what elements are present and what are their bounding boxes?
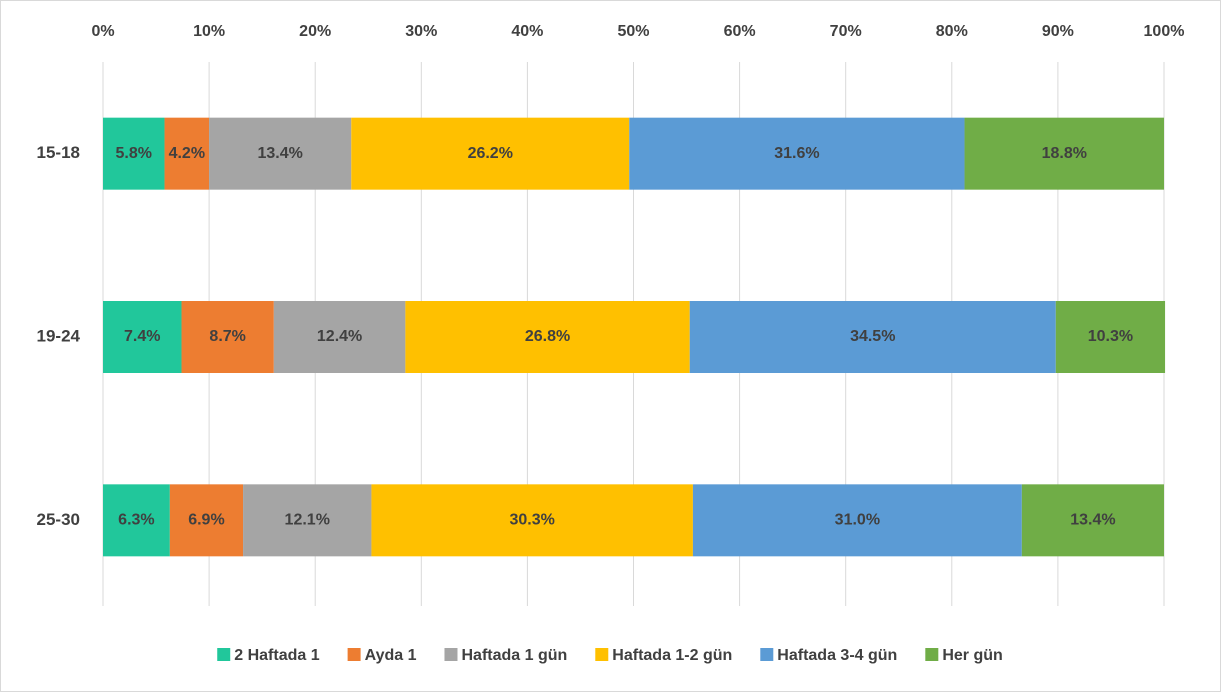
bar-segment — [964, 117, 1164, 190]
data-label: 26.2% — [468, 145, 513, 162]
legend-swatch — [925, 648, 939, 661]
legend-label: Haftada 1-2 gün — [612, 647, 732, 664]
legend-swatch — [595, 648, 609, 661]
x-tick-label: 60% — [724, 23, 756, 40]
bar-segment — [371, 484, 693, 557]
bar-segment — [209, 117, 352, 190]
legend-label: Her gün — [942, 647, 1002, 664]
x-tick-label: 0% — [91, 23, 114, 40]
data-label: 31.0% — [835, 512, 880, 529]
data-label: 12.1% — [285, 512, 330, 529]
data-label: 30.3% — [509, 512, 554, 529]
bar-segment — [243, 484, 372, 557]
bar-segment — [351, 117, 630, 190]
bar-segment — [103, 484, 170, 557]
data-label: 34.5% — [850, 328, 895, 345]
bar-segment — [1055, 301, 1166, 373]
x-tick-label: 40% — [511, 23, 543, 40]
y-tick-label: 15-18 — [37, 143, 80, 162]
bar-segment — [181, 301, 274, 373]
data-label: 10.3% — [1088, 328, 1133, 345]
data-label: 5.8% — [116, 145, 152, 162]
data-label: 7.4% — [124, 328, 160, 345]
bar-segment — [164, 117, 210, 190]
x-tick-label: 20% — [299, 23, 331, 40]
legend-label: Ayda 1 — [365, 647, 417, 664]
data-label: 6.3% — [118, 512, 154, 529]
bar-segment — [405, 301, 690, 373]
data-label: 12.4% — [317, 328, 362, 345]
x-tick-label: 100% — [1144, 23, 1185, 40]
x-tick-label: 90% — [1042, 23, 1074, 40]
bar-segment — [103, 117, 165, 190]
data-label: 18.8% — [1042, 145, 1087, 162]
x-tick-label: 50% — [617, 23, 649, 40]
y-tick-label: 19-24 — [37, 326, 81, 345]
bar-segment — [689, 301, 1056, 373]
data-label: 26.8% — [525, 328, 570, 345]
bar-segment — [1021, 484, 1164, 557]
data-label: 13.4% — [1070, 512, 1115, 529]
bar-segment — [692, 484, 1022, 557]
bar-segment — [273, 301, 406, 373]
bar-segment — [169, 484, 244, 557]
bar-segment — [103, 301, 182, 373]
y-tick-label: 25-30 — [37, 510, 80, 529]
bar-segment — [629, 117, 965, 190]
legend-swatch — [444, 648, 458, 661]
legend-label: Haftada 1 gün — [461, 647, 567, 664]
data-label: 4.2% — [169, 145, 205, 162]
legend-label: 2 Haftada 1 — [234, 647, 319, 664]
legend-swatch — [347, 648, 361, 661]
legend-swatch — [760, 648, 774, 661]
data-label: 31.6% — [774, 145, 819, 162]
x-tick-label: 70% — [830, 23, 862, 40]
x-tick-label: 80% — [936, 23, 968, 40]
x-tick-label: 30% — [405, 23, 437, 40]
x-tick-label: 10% — [193, 23, 225, 40]
data-label: 8.7% — [209, 328, 245, 345]
data-label: 13.4% — [257, 145, 302, 162]
legend-label: Haftada 3-4 gün — [777, 647, 897, 664]
data-label: 6.9% — [188, 512, 224, 529]
legend-swatch — [217, 648, 231, 661]
